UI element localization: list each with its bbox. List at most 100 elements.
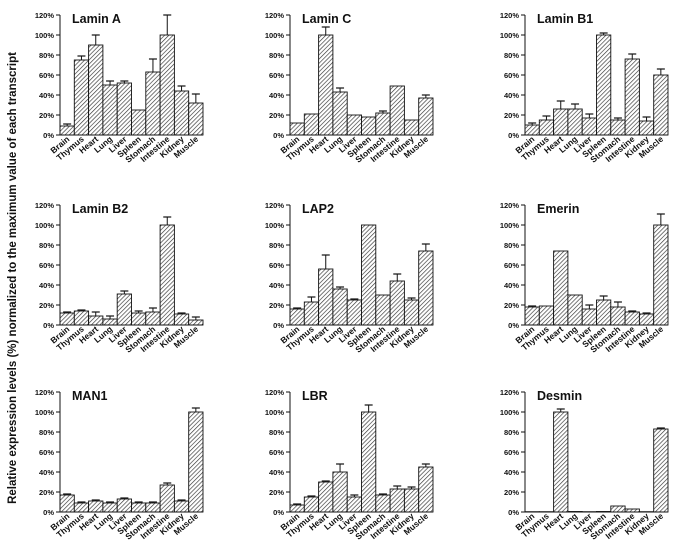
y-tick-label: 120%	[500, 388, 520, 397]
y-tick-label: 120%	[265, 388, 285, 397]
panel-title-lamin-c: Lamin C	[302, 12, 351, 26]
y-tick-label: 80%	[504, 428, 519, 437]
panel-title-man1: MAN1	[72, 389, 107, 403]
y-tick-label: 80%	[269, 241, 284, 250]
y-tick-label: 100%	[265, 408, 285, 417]
y-tick-label: 40%	[269, 91, 284, 100]
bar-lap2-liver	[346, 299, 362, 326]
bar-man1-liver	[116, 498, 132, 513]
bar-lamin-b2-kidney	[173, 313, 190, 326]
bar-lbr-stomach	[375, 494, 391, 513]
bar-lamin-b1-brain	[524, 124, 540, 136]
y-tick-label: 40%	[39, 91, 54, 100]
bar-emerin-spleen	[596, 299, 612, 326]
bar-lamin-c-thymus	[303, 113, 320, 136]
bar-man1-lung	[102, 502, 118, 513]
bar-man1-spleen	[131, 502, 147, 513]
bar-lamin-b1-thymus	[538, 119, 555, 136]
y-tick-label: 0%	[273, 508, 284, 517]
y-tick-label: 60%	[39, 71, 54, 80]
bar-lbr-heart	[318, 481, 334, 513]
y-tick-label: 60%	[39, 448, 54, 457]
y-tick-label: 60%	[504, 261, 519, 270]
bar-lbr-lung	[332, 471, 348, 513]
bar-lamin-a-stomach	[145, 71, 161, 136]
bar-lamin-a-liver	[116, 82, 132, 136]
bar-emerin-stomach	[610, 306, 626, 326]
bar-lamin-b1-stomach	[610, 119, 626, 136]
y-tick-label: 0%	[508, 508, 519, 517]
bar-lamin-c-spleen	[361, 116, 377, 136]
y-tick-label: 100%	[265, 221, 285, 230]
y-tick-label: 20%	[504, 111, 519, 120]
bar-desmin-stomach	[610, 505, 626, 513]
y-tick-label: 120%	[265, 11, 285, 20]
bar-lamin-c-kidney	[403, 119, 420, 136]
bar-emerin-liver	[581, 308, 597, 326]
y-tick-label: 80%	[39, 428, 54, 437]
bar-lap2-spleen	[361, 224, 377, 326]
y-tick-label: 120%	[35, 11, 55, 20]
bar-lamin-b1-heart	[553, 108, 569, 136]
y-tick-label: 120%	[35, 201, 55, 210]
y-tick-label: 20%	[39, 111, 54, 120]
y-tick-label: 100%	[35, 31, 55, 40]
bar-lamin-b1-intestine	[624, 58, 640, 136]
y-tick-label: 100%	[35, 408, 55, 417]
y-tick-label: 60%	[269, 261, 284, 270]
bar-emerin-kidney	[638, 313, 655, 326]
bar-lap2-brain	[289, 308, 305, 326]
bar-lamin-c-lung	[332, 91, 348, 136]
y-tick-label: 20%	[39, 301, 54, 310]
bar-lamin-b2-thymus	[73, 310, 90, 326]
y-tick-label: 80%	[39, 51, 54, 60]
bar-lbr-brain	[289, 504, 305, 513]
bar-man1-kidney	[173, 500, 190, 513]
bar-desmin-muscle	[653, 428, 669, 513]
bar-lamin-c-intestine	[389, 85, 405, 136]
bar-man1-muscle	[188, 411, 204, 513]
panel-title-lamin-a: Lamin A	[72, 12, 121, 26]
bar-lamin-a-kidney	[173, 90, 190, 136]
y-tick-label: 100%	[500, 408, 520, 417]
bar-emerin-brain	[524, 306, 540, 326]
bar-lap2-muscle	[418, 250, 434, 326]
bar-lamin-a-lung	[102, 84, 118, 136]
bar-lap2-kidney	[403, 299, 420, 326]
y-tick-label: 80%	[269, 428, 284, 437]
y-tick-label: 0%	[43, 131, 54, 140]
y-tick-label: 40%	[39, 281, 54, 290]
bar-lamin-c-muscle	[418, 97, 434, 136]
y-tick-label: 0%	[43, 321, 54, 330]
bar-emerin-intestine	[624, 311, 640, 326]
y-tick-label: 20%	[269, 111, 284, 120]
bar-lamin-b2-spleen	[131, 312, 147, 326]
bar-lamin-b1-liver	[581, 117, 597, 136]
bar-lap2-lung	[332, 288, 348, 326]
y-tick-label: 20%	[504, 488, 519, 497]
bar-lamin-b2-intestine	[159, 224, 175, 326]
bar-emerin-thymus	[538, 305, 555, 326]
bar-lbr-kidney	[403, 488, 420, 513]
bar-emerin-muscle	[653, 224, 669, 326]
bar-lap2-heart	[318, 268, 334, 326]
y-tick-label: 40%	[269, 281, 284, 290]
bar-lamin-b2-liver	[116, 293, 132, 326]
y-tick-label: 20%	[269, 488, 284, 497]
panel-title-lamin-b2: Lamin B2	[72, 202, 128, 216]
bar-lbr-thymus	[303, 496, 320, 513]
bar-desmin-heart	[553, 411, 569, 513]
bar-lamin-a-brain	[59, 125, 75, 136]
bar-lamin-b2-stomach	[145, 311, 161, 326]
bar-lbr-liver	[346, 496, 362, 513]
panel-title-lap2: LAP2	[302, 202, 334, 216]
bar-lamin-b1-lung	[567, 108, 583, 136]
y-tick-label: 40%	[504, 91, 519, 100]
bar-lbr-intestine	[389, 488, 405, 513]
bar-lbr-spleen	[361, 411, 377, 513]
bar-lap2-thymus	[303, 301, 320, 326]
y-tick-label: 100%	[500, 31, 520, 40]
bar-lamin-c-brain	[289, 122, 305, 136]
bar-lamin-a-heart	[88, 44, 104, 136]
